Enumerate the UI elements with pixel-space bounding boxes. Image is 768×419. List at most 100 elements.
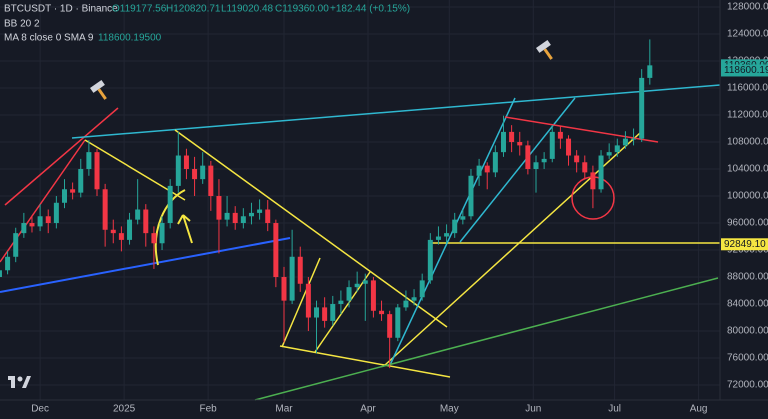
candle-body (45, 216, 51, 224)
ohlc-high: H120820.71 (166, 4, 221, 15)
logo (8, 376, 31, 388)
candle-body (265, 209, 271, 224)
indicator[interactable]: MA 8 close 0 SMA 9 (4, 33, 94, 44)
y-tick-label: 128000.00 (727, 2, 768, 13)
candle-body (94, 152, 100, 190)
candle-body (533, 162, 539, 170)
candle-body (354, 283, 360, 288)
candle-body (557, 131, 563, 139)
candle-body (403, 300, 409, 308)
y-tick-label: 84000.00 (727, 299, 768, 310)
candle-body (419, 280, 425, 298)
candle-body (110, 229, 116, 234)
arrow (177, 214, 193, 244)
candle-body (598, 155, 604, 190)
candle-body (5, 256, 11, 271)
trend-line (504, 116, 659, 143)
trend-line (281, 257, 321, 348)
x-tick-label: Apr (360, 404, 376, 415)
candle-body (70, 189, 76, 193)
x-tick-label: Mar (275, 404, 293, 415)
y-tick-label: 104000.00 (727, 164, 768, 175)
candle-body (135, 209, 141, 220)
candle-body (143, 209, 149, 234)
candle-body (338, 300, 344, 305)
candle-body (452, 219, 458, 234)
hammer-icon (90, 79, 107, 100)
candle-body (500, 131, 506, 153)
x-tick-label: Jul (608, 404, 621, 415)
candle-body (582, 162, 588, 173)
y-tick-label: 100000.00 (727, 191, 768, 202)
candle-body (362, 280, 368, 284)
candle-body (606, 152, 612, 156)
candle-body (379, 310, 385, 315)
y-tick-label: 88000.00 (727, 272, 768, 283)
x-tick-label: Jun (525, 404, 541, 415)
candle-body (574, 155, 580, 163)
y-tick-label: 108000.00 (727, 137, 768, 148)
price-tag (721, 64, 768, 77)
candle-body (468, 175, 474, 217)
ohlc-low: L119020.48 (221, 4, 274, 15)
candle-body (346, 287, 352, 301)
candle-body (21, 223, 27, 234)
candle-body (232, 212, 238, 224)
candle-body (216, 196, 222, 220)
y-tick-label: 72000.00 (727, 380, 768, 391)
candle-body (257, 209, 263, 213)
candle-body (78, 169, 84, 193)
y-tick-label: 112000.00 (727, 110, 768, 121)
x-tick-label: 2025 (113, 404, 136, 415)
candle-body (492, 152, 498, 173)
candle-body (639, 77, 645, 139)
candle-body (517, 142, 523, 146)
candle-body (444, 233, 450, 237)
y-tick-label: 124000.00 (727, 29, 768, 40)
candle-body (273, 223, 279, 278)
hammer-icon (536, 39, 553, 60)
candle-body (370, 280, 376, 311)
indicator[interactable]: BB 20 2 (4, 19, 40, 30)
candle-body (29, 223, 35, 227)
candle-body (566, 138, 572, 156)
ohlc-close: C119360.00 (275, 4, 329, 15)
candle-body (61, 189, 67, 203)
candle-body (240, 216, 246, 224)
candle-body (411, 297, 417, 301)
price-tag-label: 92849.10 (724, 239, 766, 250)
candle-body (590, 172, 596, 190)
x-tick-label: Feb (199, 404, 217, 415)
candle-body (509, 131, 515, 143)
candle-body (118, 233, 124, 240)
x-tick-label: Aug (690, 404, 708, 415)
candle-body (281, 277, 287, 301)
candle-body (0, 270, 2, 278)
candle-body (289, 256, 295, 301)
change: +182.44 (+0.15%) (330, 4, 410, 15)
ohlc-open: O119177.56 (112, 4, 167, 15)
candle-body (484, 165, 490, 173)
candle-body (175, 155, 181, 186)
trend-line (174, 129, 448, 328)
candle-body (127, 219, 133, 240)
candle-body (151, 233, 157, 244)
candle-body (305, 283, 311, 318)
candle-body (549, 131, 555, 159)
candle-body (200, 165, 206, 180)
candle-body (460, 216, 466, 220)
candle-body (525, 145, 531, 170)
x-tick-label: May (440, 404, 459, 415)
candle-body (53, 202, 59, 224)
candle-body (167, 185, 173, 224)
candle-body (622, 138, 628, 146)
trend-line (279, 345, 451, 378)
candle-body (541, 158, 547, 163)
candle-body (102, 189, 108, 230)
candle-body (395, 307, 401, 338)
y-tick-label: 76000.00 (727, 353, 768, 364)
candle-body (476, 165, 482, 176)
symbol: BTCUSDT · 1D · Binance (4, 4, 118, 15)
